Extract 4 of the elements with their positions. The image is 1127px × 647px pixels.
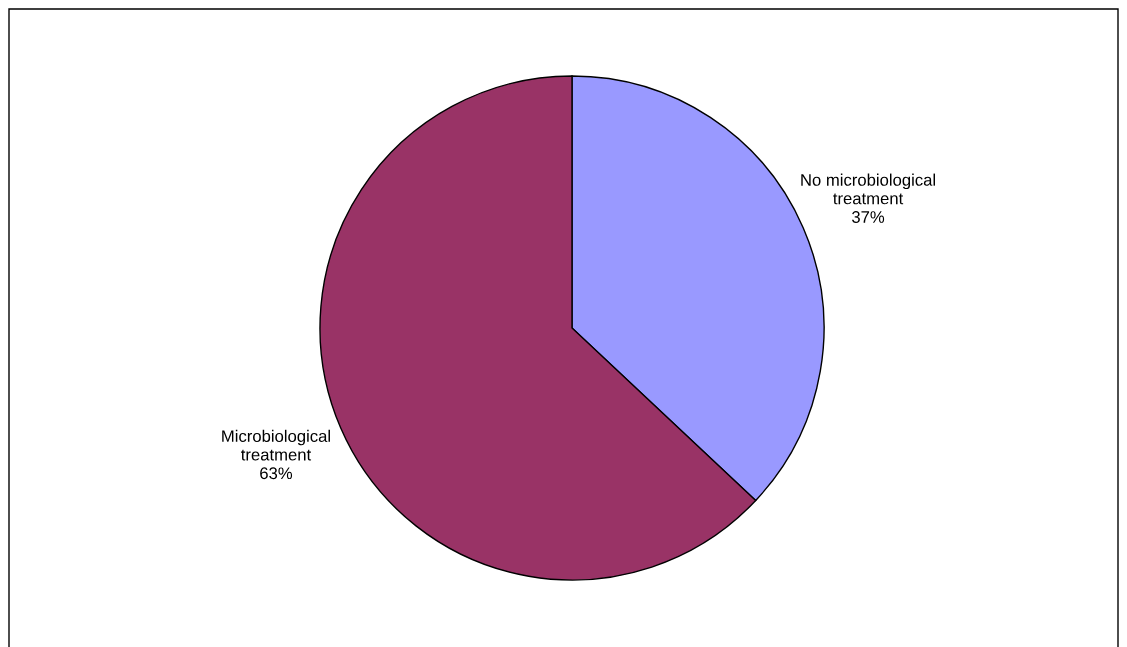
- data-label: 63%: [260, 467, 293, 480]
- data-label: 37%: [851, 211, 885, 223]
- slice-label: No microbiological treatment: [801, 173, 935, 205]
- slice-label: Microbiological treatment: [222, 429, 330, 461]
